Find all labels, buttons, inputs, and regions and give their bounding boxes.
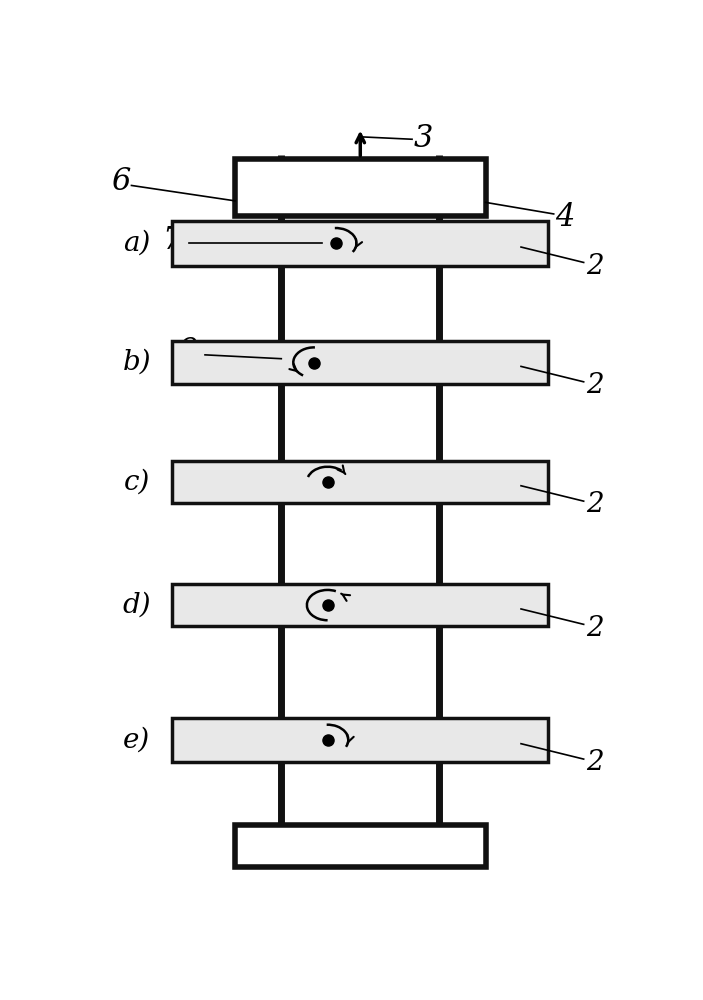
Text: b): b) bbox=[122, 349, 151, 376]
Text: c): c) bbox=[124, 468, 150, 495]
Bar bbox=[235, 825, 486, 867]
Bar bbox=[235, 158, 486, 216]
Bar bbox=[172, 461, 548, 503]
Text: d): d) bbox=[122, 592, 151, 619]
Text: 2: 2 bbox=[586, 615, 604, 642]
Text: 2: 2 bbox=[586, 253, 604, 280]
Text: e): e) bbox=[123, 726, 150, 753]
Bar bbox=[172, 221, 548, 266]
Text: 2: 2 bbox=[586, 372, 604, 399]
Text: 2: 2 bbox=[586, 491, 604, 518]
Text: 4: 4 bbox=[555, 202, 574, 233]
Bar bbox=[172, 341, 548, 384]
Bar bbox=[172, 718, 548, 762]
Text: 3: 3 bbox=[413, 123, 432, 154]
Text: 2: 2 bbox=[586, 749, 604, 776]
Text: 7: 7 bbox=[162, 225, 182, 256]
Bar bbox=[172, 584, 548, 626]
Text: 9: 9 bbox=[179, 336, 198, 366]
Text: a): a) bbox=[123, 230, 150, 257]
Text: 6: 6 bbox=[111, 166, 130, 197]
